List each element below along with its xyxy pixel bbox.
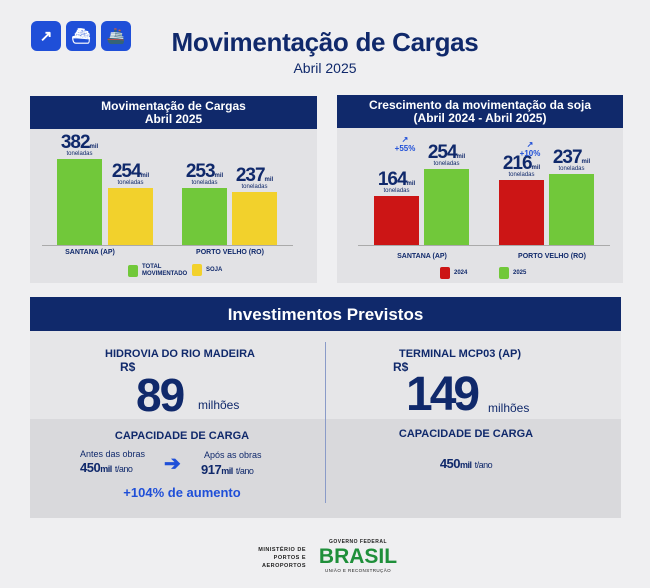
brasil-logo: GOVERNO FEDERAL BRASIL UNIÃO E RECONSTRU… [318, 539, 398, 574]
page-title: Movimentação de Cargas [171, 27, 479, 57]
legend-swatch [192, 264, 202, 276]
chart-title-line1: Movimentação de Cargas [101, 98, 246, 113]
ship-icon: ⛴ [66, 21, 96, 51]
currency: R$ [120, 360, 136, 374]
arrow-up-right-icon: ↗ [31, 21, 61, 51]
x-axis [42, 245, 293, 246]
legend-item: TOTAL MOVIMENTADO [128, 264, 187, 278]
invest-title: Investimentos Previstos [30, 297, 621, 331]
chart-title: Movimentação de Cargas Abril 2025 [30, 96, 317, 129]
ministry-line: AEROPORTOS [261, 563, 306, 569]
data-label: 253mil toneladas [185, 161, 224, 187]
value: 917 [201, 462, 222, 477]
legend-swatch [440, 267, 450, 279]
increase-label: +104% de aumento [123, 485, 241, 500]
amount: 149 [406, 368, 480, 421]
amount-scale: milhões [198, 398, 240, 412]
data-label: 254mil toneladas [111, 160, 150, 186]
after-value: 917mil t/ano [201, 462, 254, 477]
legend-item: SOJA [192, 264, 222, 276]
unit-mil: mil [100, 464, 112, 474]
chart-title-line2: Abril 2025 [144, 111, 203, 126]
bar [108, 187, 153, 245]
bar [549, 173, 594, 245]
legend-swatch [128, 265, 138, 277]
divider [325, 342, 326, 503]
chart-title: Crescimento da movimentação da soja (Abr… [337, 95, 623, 128]
data-label: 382mil toneladas [60, 132, 99, 158]
capacity-title: CAPACIDADE DE CARGA [114, 430, 250, 442]
after-label: Após as obras [204, 450, 262, 460]
ministry-logo-text: MINISTÉRIO DE PORTOS E AEROPORTOS [236, 546, 306, 570]
bar [374, 195, 419, 245]
amount-scale: milhões [488, 401, 530, 415]
legend-label: TOTAL MOVIMENTADO [142, 264, 188, 277]
bar [182, 188, 227, 245]
data-label: 164mil toneladas [377, 168, 416, 194]
cargo-ship-icon: 🚢 [101, 21, 131, 51]
unit: t/ano [114, 464, 133, 474]
ministry-line: PORTOS E [273, 555, 306, 561]
legend-label: SOJA [206, 266, 223, 273]
project-name: TERMINAL MCP03 (AP) [398, 348, 522, 360]
x-axis [358, 245, 610, 246]
bar [57, 159, 102, 245]
legend-label: 2024 [454, 269, 468, 276]
page-subtitle: Abril 2025 [293, 60, 357, 76]
data-label: 254mil toneladas [427, 141, 466, 167]
arrow-right-icon: ➔ [164, 453, 181, 475]
bar [499, 180, 544, 245]
ministry-line: MINISTÉRIO DE [258, 547, 306, 553]
before-value: 450mil t/ano [80, 460, 133, 475]
tagline: UNIÃO E RECONSTRUÇÃO [324, 568, 391, 573]
unit-mil: mil [460, 460, 472, 470]
data-label: 237mil toneladas [552, 146, 591, 172]
capacity-value: 450mil t/ano [366, 456, 566, 471]
category-label: PORTO VELHO (RO) [518, 253, 586, 260]
bar [424, 168, 469, 245]
bar [232, 191, 277, 245]
category-label: SANTANA (AP) [65, 249, 115, 256]
growth-label: ↗ +10% [519, 139, 541, 158]
chart-title-line1: Crescimento da movimentação da soja [368, 97, 592, 112]
unit: t/ano [235, 466, 254, 476]
legend-swatch [499, 267, 509, 279]
category-label: PORTO VELHO (RO) [196, 249, 264, 256]
data-label: 237mil toneladas [235, 164, 274, 190]
gov-label: GOVERNO FEDERAL [328, 539, 388, 545]
amount: 89 [136, 369, 185, 421]
currency: R$ [393, 360, 409, 374]
legend-item: 2025 [499, 267, 526, 279]
data-label: 216mil toneladas [502, 153, 541, 179]
brasil-wordmark: BRASIL [318, 545, 398, 568]
unit-mil: mil [221, 466, 233, 476]
value: 450 [80, 460, 101, 475]
before-label: Antes das obras [80, 449, 146, 459]
legend-item: 2024 [440, 267, 467, 279]
chart-title-line2: (Abril 2024 - Abril 2025) [413, 110, 547, 125]
legend-label: 2025 [513, 269, 527, 276]
growth-label: ↗ +55% [394, 134, 416, 153]
unit: t/ano [474, 460, 493, 470]
value: 450 [439, 456, 461, 471]
category-label: SANTANA (AP) [397, 253, 447, 260]
capacity-title: CAPACIDADE DE CARGA [398, 428, 534, 440]
project-name: HIDROVIA DO RIO MADEIRA [105, 348, 255, 360]
